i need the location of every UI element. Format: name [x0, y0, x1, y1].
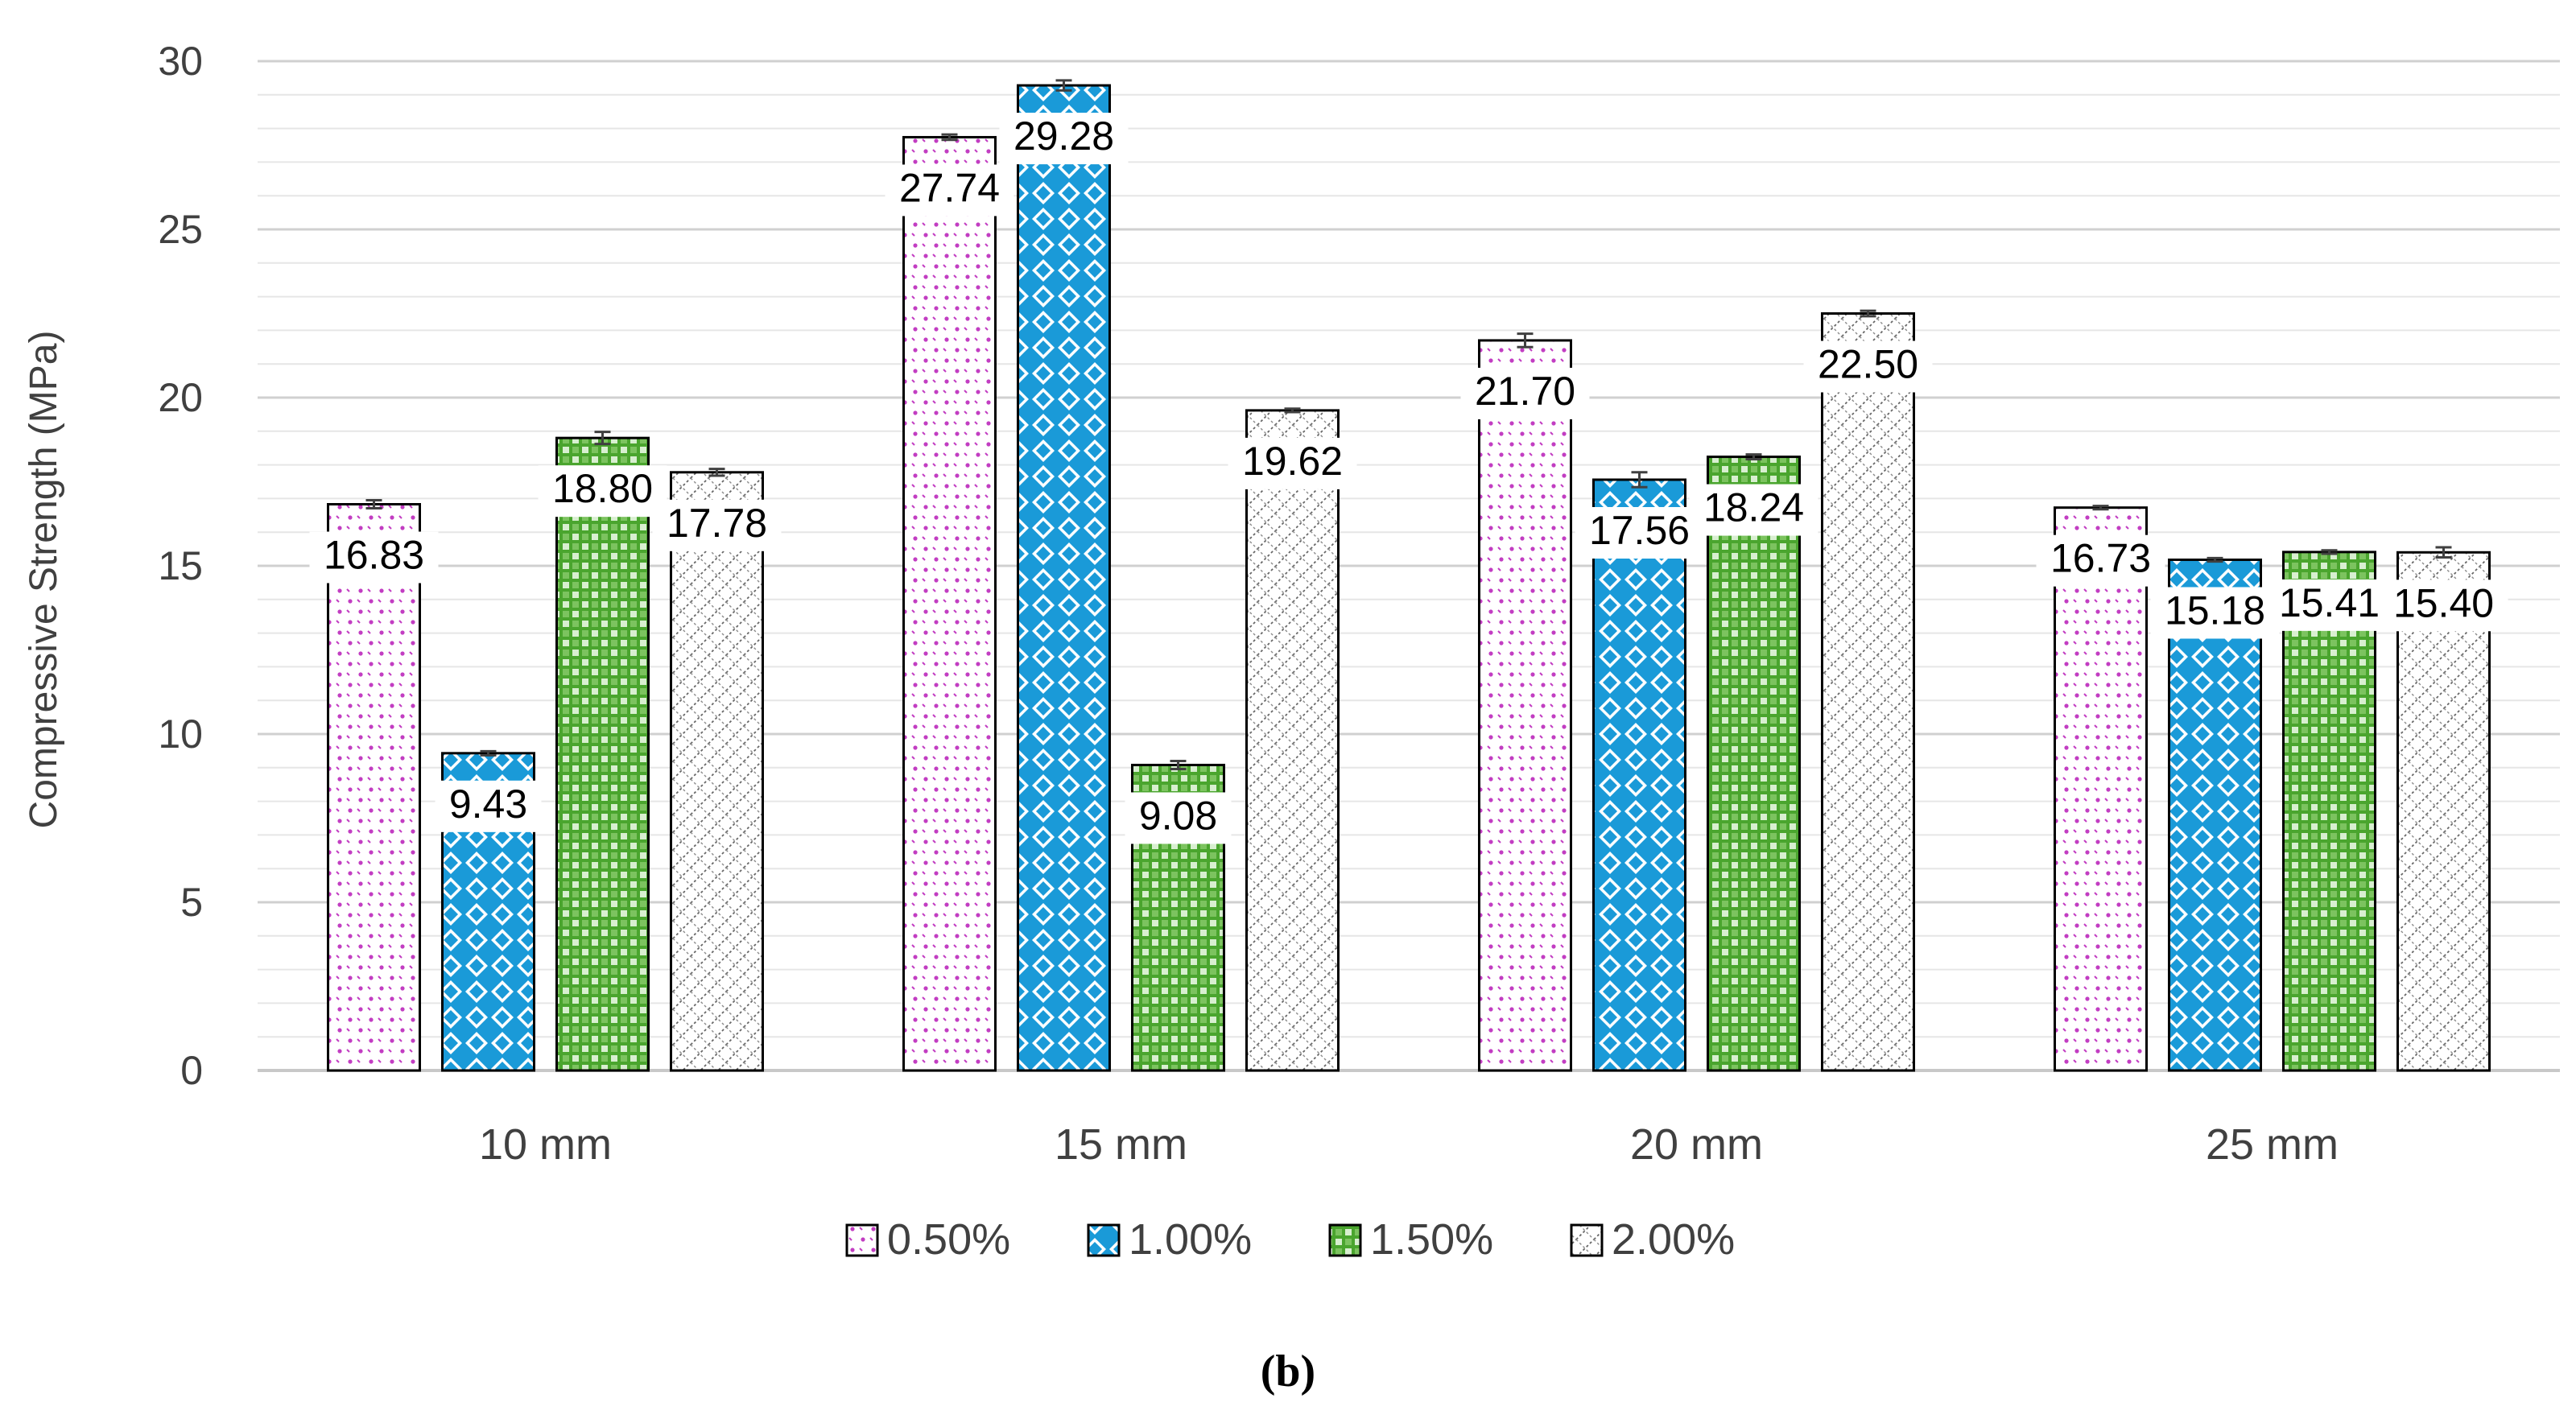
data-label: 17.78 — [652, 499, 782, 551]
data-label: 15.40 — [2379, 580, 2508, 632]
x-axis: 10 mm 15 mm 20 mm 25 mm — [479, 1120, 2339, 1169]
svg-text:21.70: 21.70 — [1475, 369, 1575, 414]
legend-swatch — [845, 1223, 879, 1257]
error-bar — [1860, 309, 1876, 318]
data-label: 22.50 — [1803, 340, 1933, 393]
error-bar — [1631, 471, 1648, 489]
bar-1.50%-10mm — [555, 436, 650, 1072]
bar-1.00%-25mm — [2168, 558, 2262, 1072]
legend-item-1.50%: 1.50% — [1328, 1215, 1493, 1264]
data-label: 17.56 — [1575, 506, 1704, 559]
y-tick-label: 0 — [180, 1048, 203, 1093]
data-label: 16.73 — [2036, 534, 2165, 587]
data-label: 18.24 — [1689, 484, 1818, 536]
data-label: 19.62 — [1228, 437, 1357, 489]
svg-text:15.18: 15.18 — [2165, 588, 2265, 633]
error-bar — [1745, 453, 1762, 460]
bar-2.00%-15mm — [1245, 409, 1340, 1072]
legend-swatch — [1570, 1223, 1604, 1257]
bar-2.00%-10mm — [670, 471, 764, 1072]
legend-swatch — [1328, 1223, 1362, 1257]
data-label: 9.43 — [435, 780, 542, 832]
error-bar — [2207, 556, 2223, 563]
x-tick-label: 15 mm — [1055, 1120, 1187, 1169]
svg-text:16.73: 16.73 — [2050, 536, 2151, 581]
bar-1.50%-20mm — [1707, 456, 1801, 1072]
bar-1.50%-25mm — [2282, 551, 2376, 1072]
svg-text:15.41: 15.41 — [2279, 580, 2380, 625]
data-label: 9.08 — [1125, 792, 1232, 844]
y-tick-label: 5 — [180, 880, 203, 925]
legend-item-1.00%: 1.00% — [1087, 1215, 1252, 1264]
data-label: 21.70 — [1460, 367, 1590, 419]
panel-label: (b) — [1261, 1347, 1315, 1396]
svg-text:27.74: 27.74 — [899, 165, 1000, 210]
error-bar — [1170, 759, 1187, 770]
legend-item-0.50%: 0.50% — [845, 1215, 1010, 1264]
y-tick-label: 15 — [158, 543, 203, 588]
svg-text:9.43: 9.43 — [449, 782, 527, 827]
x-tick-label: 25 mm — [2206, 1120, 2339, 1169]
data-label: 16.83 — [309, 531, 439, 584]
error-bar — [941, 133, 958, 142]
error-bar — [2435, 546, 2452, 559]
error-bar — [2092, 505, 2109, 511]
bar-0.50%-10mm — [327, 503, 421, 1072]
y-axis-label: Compressive Strength (MPa) — [23, 331, 65, 829]
error-bar — [708, 468, 725, 477]
svg-text:15.40: 15.40 — [2393, 580, 2494, 625]
y-axis: 0 5 10 15 20 25 30 — [158, 39, 203, 1093]
legend-swatch — [1087, 1223, 1121, 1257]
error-bar — [594, 431, 611, 446]
svg-text:9.08: 9.08 — [1139, 793, 1217, 838]
legend-label: 1.50% — [1370, 1215, 1493, 1264]
bar-0.50%-25mm — [2054, 506, 2148, 1072]
error-bar — [1055, 79, 1072, 92]
data-label: 27.74 — [885, 164, 1014, 217]
legend: 0.50% 1.00% 1.50% 2.00% — [845, 1215, 1735, 1264]
data-label: 15.41 — [2264, 579, 2394, 631]
svg-text:18.80: 18.80 — [552, 466, 653, 511]
error-bar — [2321, 549, 2338, 555]
legend-item-2.00%: 2.00% — [1570, 1215, 1735, 1264]
svg-text:29.28: 29.28 — [1013, 113, 1114, 159]
y-tick-label: 30 — [158, 39, 203, 84]
bars: 16.83 9.43 18.80 17.78 27.74 29.28 9.08 19.62 21… — [309, 79, 2508, 1072]
svg-text:17.56: 17.56 — [1589, 508, 1690, 553]
y-tick-label: 20 — [158, 375, 203, 420]
bar-0.50%-15mm — [902, 135, 997, 1072]
bar-2.00%-20mm — [1821, 312, 1915, 1072]
svg-text:18.24: 18.24 — [1703, 485, 1804, 530]
bar-0.50%-20mm — [1478, 339, 1572, 1072]
svg-text:19.62: 19.62 — [1242, 439, 1343, 484]
error-bar — [365, 498, 382, 510]
error-bar — [1517, 332, 1534, 349]
bar-1.00%-15mm — [1017, 84, 1111, 1072]
svg-text:22.50: 22.50 — [1818, 342, 1918, 387]
bar-1.00%-20mm — [1592, 478, 1686, 1072]
data-label: 29.28 — [999, 113, 1129, 165]
error-bar — [1284, 407, 1301, 414]
y-tick-label: 10 — [158, 712, 203, 757]
bar-2.00%-25mm — [2396, 551, 2491, 1072]
legend-label: 0.50% — [887, 1215, 1010, 1264]
y-tick-label: 25 — [158, 207, 203, 252]
x-tick-label: 10 mm — [479, 1120, 612, 1169]
legend-label: 1.00% — [1129, 1215, 1252, 1264]
svg-text:16.83: 16.83 — [324, 533, 424, 578]
legend-label: 2.00% — [1612, 1215, 1735, 1264]
error-bar — [480, 749, 497, 757]
svg-text:17.78: 17.78 — [667, 501, 767, 546]
x-tick-label: 20 mm — [1630, 1120, 1763, 1169]
data-label: 18.80 — [538, 465, 667, 518]
data-label: 15.18 — [2150, 587, 2280, 639]
